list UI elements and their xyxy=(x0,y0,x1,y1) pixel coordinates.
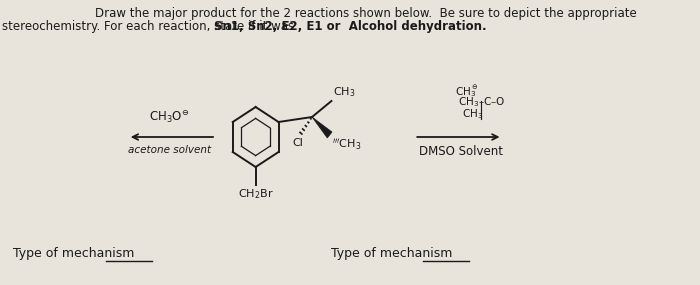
Text: Draw the major product for the 2 reactions shown below.  Be sure to depict the a: Draw the major product for the 2 reactio… xyxy=(95,7,637,20)
Text: Cl: Cl xyxy=(293,138,303,148)
Text: CH$_3$: CH$_3$ xyxy=(462,107,483,121)
Polygon shape xyxy=(312,117,332,138)
Text: Type of mechanism: Type of mechanism xyxy=(13,247,134,260)
Text: CH$_3$–C–O: CH$_3$–C–O xyxy=(458,95,505,109)
Text: CH$_3$O$^{\ominus}$: CH$_3$O$^{\ominus}$ xyxy=(149,108,190,125)
Text: DMSO Solvent: DMSO Solvent xyxy=(419,145,503,158)
Text: acetone solvent: acetone solvent xyxy=(127,145,211,155)
Text: stereochemistry. For each reaction, state if it was: stereochemistry. For each reaction, stat… xyxy=(2,20,298,33)
Text: CH$_2$Br: CH$_2$Br xyxy=(238,187,274,201)
Text: CH$_3$: CH$_3$ xyxy=(455,85,476,99)
Text: CH$_3$: CH$_3$ xyxy=(333,85,356,99)
Text: $^{\ominus}$: $^{\ominus}$ xyxy=(470,84,478,94)
Text: Type of mechanism: Type of mechanism xyxy=(330,247,452,260)
Text: $^{\prime\prime\prime}$CH$_3$: $^{\prime\prime\prime}$CH$_3$ xyxy=(332,137,362,152)
Text: Sn1, Sn2, E2, E1 or  Alcohol dehydration.: Sn1, Sn2, E2, E1 or Alcohol dehydration. xyxy=(214,20,486,33)
